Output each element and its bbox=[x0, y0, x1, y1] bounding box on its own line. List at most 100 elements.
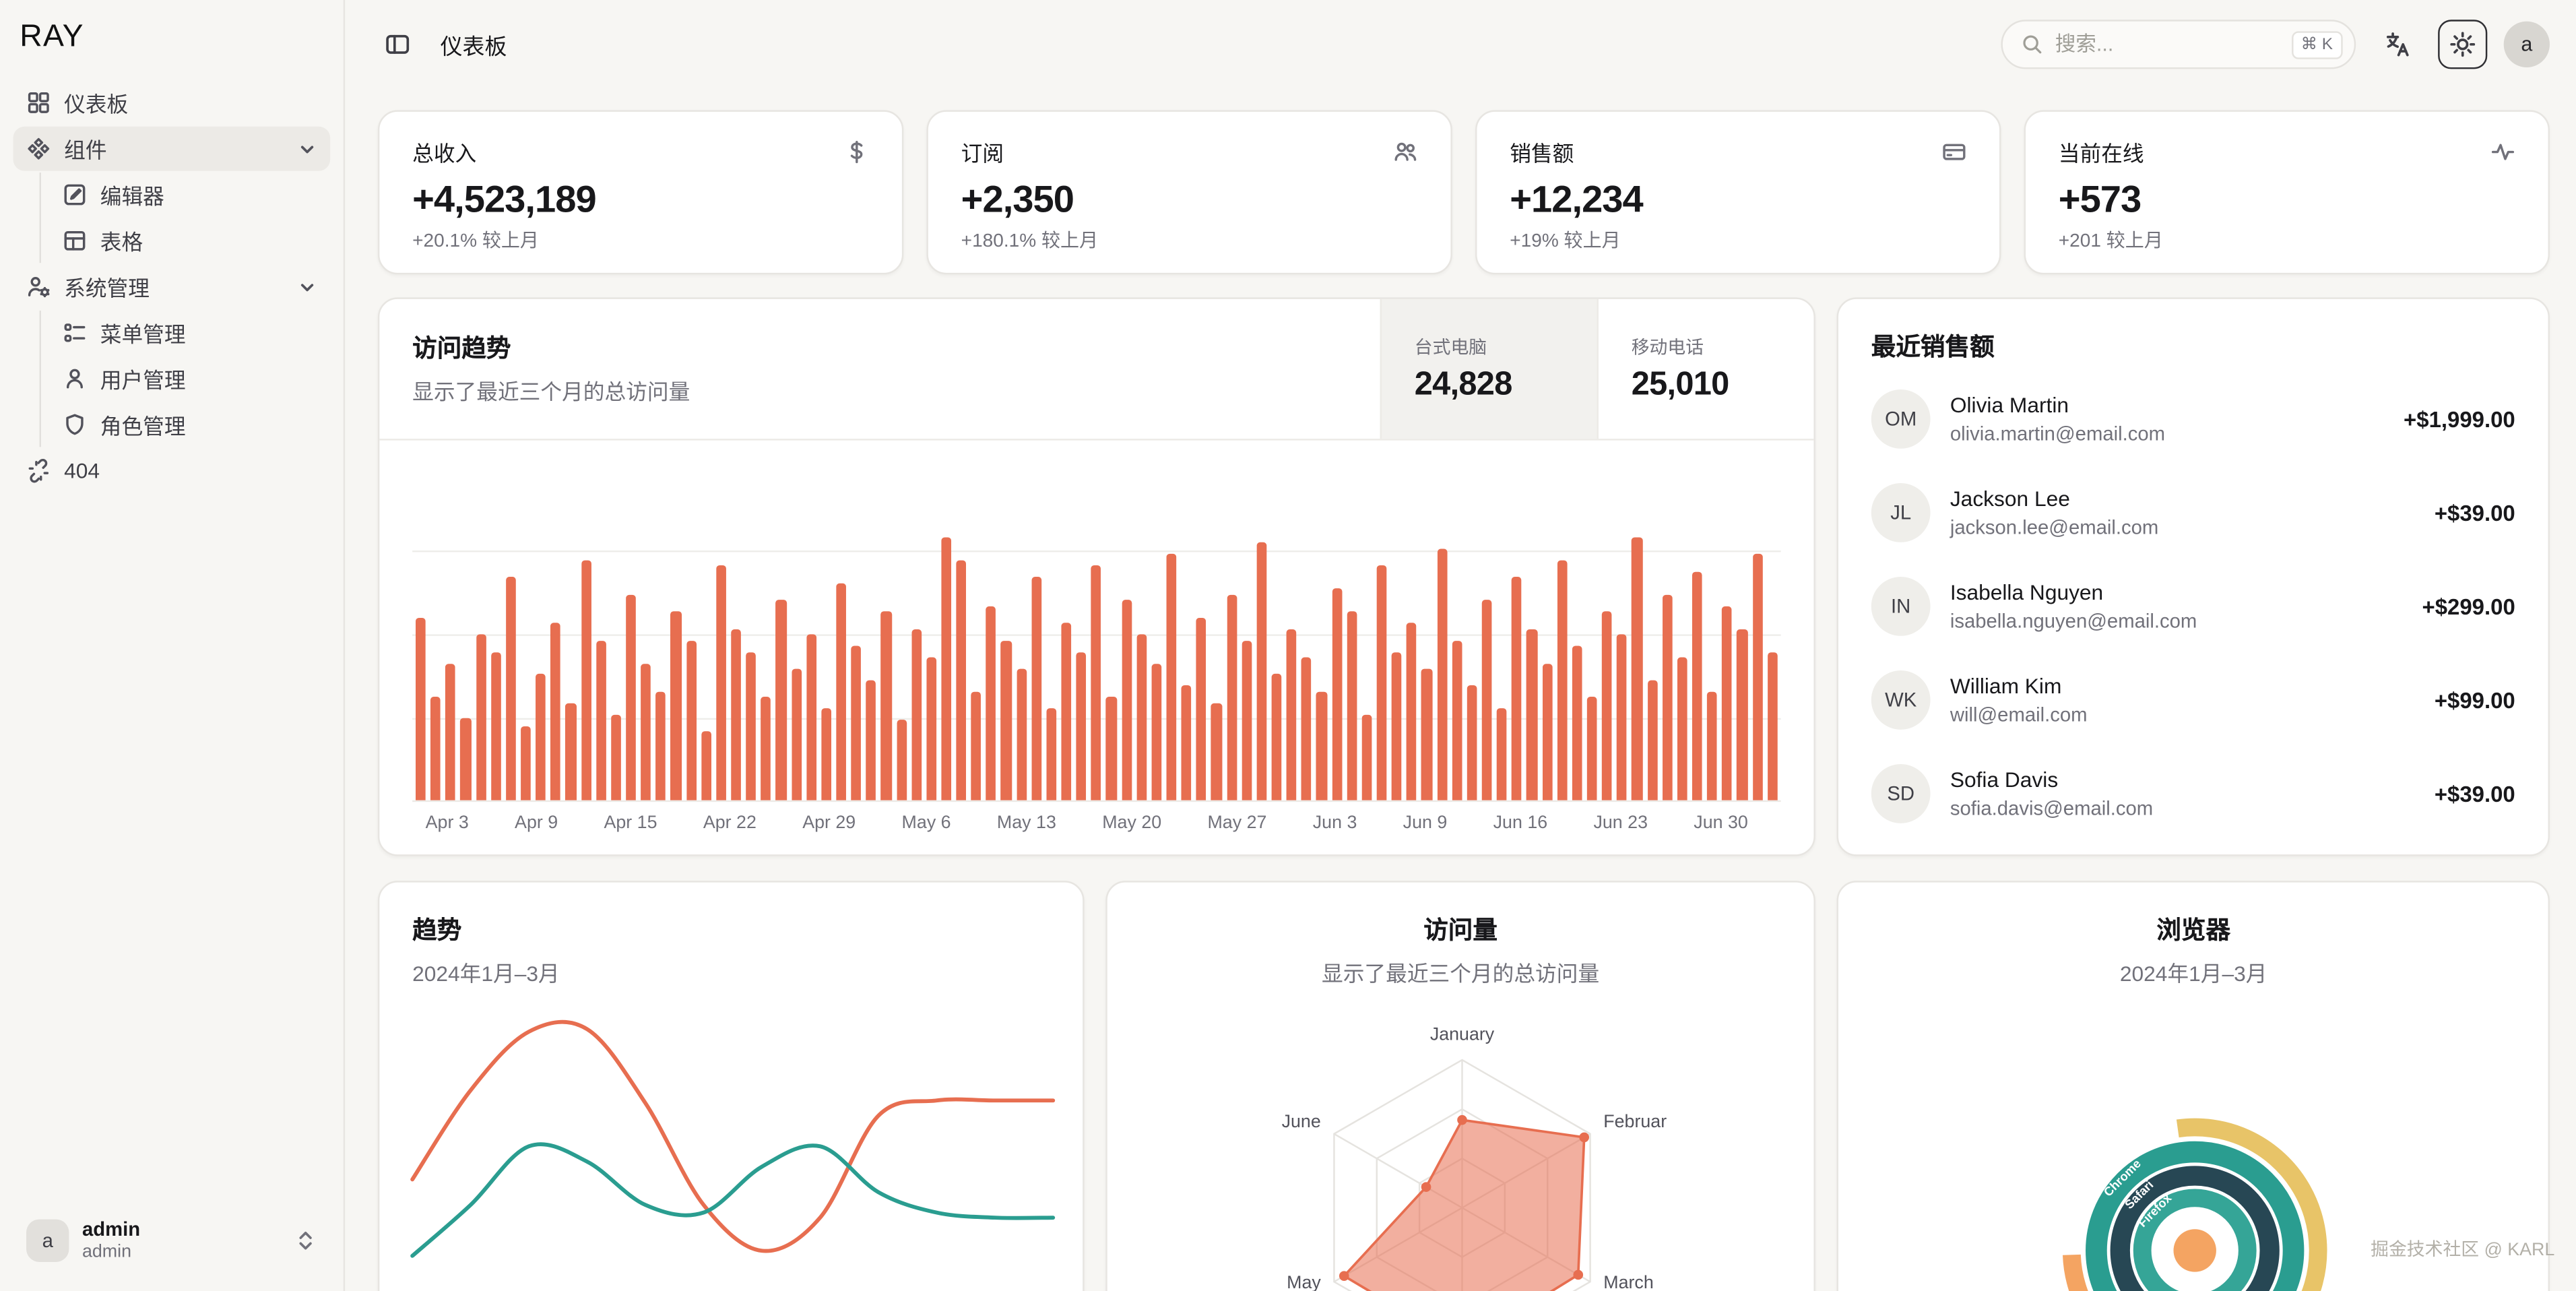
x-axis-tick: Jun 9 bbox=[1403, 813, 1448, 833]
bar bbox=[1211, 703, 1222, 800]
shield-icon bbox=[66, 414, 84, 435]
user-name: admin bbox=[82, 1218, 141, 1242]
stat-label: 总收入 bbox=[412, 141, 477, 166]
sidebar-item-label: 仪表板 bbox=[64, 92, 129, 117]
visit-trend-subtitle: 显示了最近三个月的总访问量 bbox=[412, 379, 690, 404]
stat-label: 销售额 bbox=[1510, 141, 1574, 166]
sidebar-item-table[interactable]: 表格 bbox=[49, 218, 330, 263]
visits-radar-chart: JanuaryFebruarMarchAprilMayJune bbox=[1281, 1024, 1666, 1291]
sidebar-item-label: 菜单管理 bbox=[100, 322, 186, 347]
user-menu[interactable]: a admin admin bbox=[13, 1210, 331, 1272]
sidebar-item-label: 表格 bbox=[100, 230, 143, 255]
panel-left-icon bbox=[386, 34, 410, 54]
toggle-mobile[interactable]: 移动电话 25,010 bbox=[1597, 298, 1813, 439]
search-icon bbox=[2023, 35, 2042, 54]
bar bbox=[1242, 641, 1252, 800]
bar-series bbox=[412, 467, 1781, 800]
bar bbox=[896, 720, 907, 800]
sidebar-item-user-management[interactable]: 用户管理 bbox=[49, 356, 330, 401]
sidebar-item-label: 404 bbox=[64, 458, 100, 484]
sale-email: sofia.davis@email.com bbox=[1950, 796, 2154, 820]
bar bbox=[430, 697, 441, 800]
bar bbox=[881, 611, 892, 800]
bar bbox=[1646, 680, 1657, 800]
bar bbox=[1751, 553, 1762, 800]
bar bbox=[715, 565, 726, 800]
sale-amount: +$99.00 bbox=[2434, 687, 2515, 713]
bar bbox=[1512, 577, 1522, 800]
sidebar-item-dashboard[interactable]: 仪表板 bbox=[13, 81, 331, 125]
chevron-down-icon bbox=[300, 283, 314, 291]
bar bbox=[1526, 629, 1537, 800]
stat-value: +4,523,189 bbox=[412, 177, 597, 220]
app-logo: RAY bbox=[20, 20, 84, 55]
layout-grid-icon bbox=[28, 92, 49, 113]
sidebar-item-label: 用户管理 bbox=[100, 368, 186, 393]
system-subtree: 菜单管理 用户管理 角色管理 bbox=[39, 310, 331, 447]
bar bbox=[565, 703, 576, 800]
trend-title: 趋势 bbox=[412, 916, 462, 945]
bar bbox=[820, 708, 831, 800]
bar bbox=[460, 718, 471, 800]
sidebar-item-components[interactable]: 组件 bbox=[13, 126, 331, 171]
sidebar-toggle-button[interactable] bbox=[378, 25, 418, 65]
recent-sales-card: 最近销售额 OM Olivia Martin olivia.martin@ema… bbox=[1836, 297, 2550, 856]
bar bbox=[1436, 548, 1447, 800]
language-button[interactable] bbox=[2373, 20, 2422, 69]
x-axis-tick: May 20 bbox=[1102, 813, 1162, 833]
bar bbox=[1256, 542, 1267, 800]
bar bbox=[851, 646, 862, 800]
toggle-label: 移动电话 bbox=[1631, 338, 1704, 358]
avatar: WK bbox=[1871, 670, 1931, 730]
toggle-desktop[interactable]: 台式电脑 24,828 bbox=[1380, 298, 1597, 439]
sidebar-item-404[interactable]: 404 bbox=[13, 449, 331, 493]
bar bbox=[550, 623, 561, 800]
sidebar-item-label: 编辑器 bbox=[100, 184, 164, 209]
x-axis-tick: Jun 3 bbox=[1312, 813, 1357, 833]
sidebar-item-role-management[interactable]: 角色管理 bbox=[49, 403, 330, 447]
sidebar-item-editor[interactable]: 编辑器 bbox=[49, 172, 330, 217]
watermark: 掘金技术社区 @ KARL bbox=[2371, 1240, 2555, 1261]
bar bbox=[1391, 652, 1402, 800]
toggle-value: 25,010 bbox=[1631, 366, 1730, 403]
svg-text:Februar: Februar bbox=[1603, 1111, 1666, 1131]
toggle-label: 台式电脑 bbox=[1414, 338, 1487, 358]
trend-subtitle: 2024年1月–3月 bbox=[412, 961, 560, 986]
avatar: OM bbox=[1871, 389, 1931, 449]
header-avatar[interactable]: a bbox=[2503, 21, 2550, 67]
sale-email: olivia.martin@email.com bbox=[1950, 421, 2166, 445]
sidebar: RAY 仪表板 组件 编辑器 表格 bbox=[0, 0, 346, 1291]
visit-trend-title: 访问趋势 bbox=[412, 335, 511, 363]
bar bbox=[1046, 708, 1057, 800]
sidebar-item-system[interactable]: 系统管理 bbox=[13, 265, 331, 309]
stats-row: 总收入 +4,523,189 +20.1% 较上月 订阅 +2,350 +180… bbox=[377, 110, 2550, 275]
bar bbox=[1407, 623, 1417, 800]
stat-delta: +201 较上月 bbox=[2058, 231, 2163, 252]
bar bbox=[971, 691, 981, 800]
sale-email: jackson.lee@email.com bbox=[1950, 515, 2159, 539]
user-info: admin admin bbox=[82, 1218, 140, 1263]
search-box[interactable]: ⌘ K bbox=[2001, 20, 2356, 69]
bar bbox=[521, 726, 532, 800]
sidebar-item-label: 角色管理 bbox=[100, 414, 186, 439]
sidebar-item-label: 组件 bbox=[64, 137, 107, 163]
bar bbox=[941, 537, 952, 800]
avatar: IN bbox=[1871, 577, 1931, 636]
visits-subtitle: 显示了最近三个月的总访问量 bbox=[1321, 961, 1600, 986]
x-axis: Apr 3 Apr 9 Apr 15 Apr 22 Apr 29 May 6 May 13 M… bbox=[426, 813, 1748, 833]
user-icon bbox=[66, 369, 83, 389]
sale-amount: +$1,999.00 bbox=[2404, 406, 2515, 432]
stat-card-subscriptions: 订阅 +2,350 +180.1% 较上月 bbox=[926, 110, 1452, 275]
bar bbox=[595, 641, 606, 800]
search-input[interactable] bbox=[2055, 32, 2280, 56]
bar bbox=[791, 668, 802, 800]
theme-toggle-button[interactable] bbox=[2438, 20, 2488, 69]
bar bbox=[926, 657, 936, 800]
sales-list: OM Olivia Martin olivia.martin@email.com… bbox=[1871, 389, 2515, 823]
bar bbox=[610, 714, 621, 800]
bar bbox=[1481, 600, 1492, 800]
sidebar-item-menu-management[interactable]: 菜单管理 bbox=[49, 311, 330, 355]
bar bbox=[1617, 634, 1628, 800]
bar bbox=[505, 577, 516, 800]
bar bbox=[1677, 657, 1687, 800]
